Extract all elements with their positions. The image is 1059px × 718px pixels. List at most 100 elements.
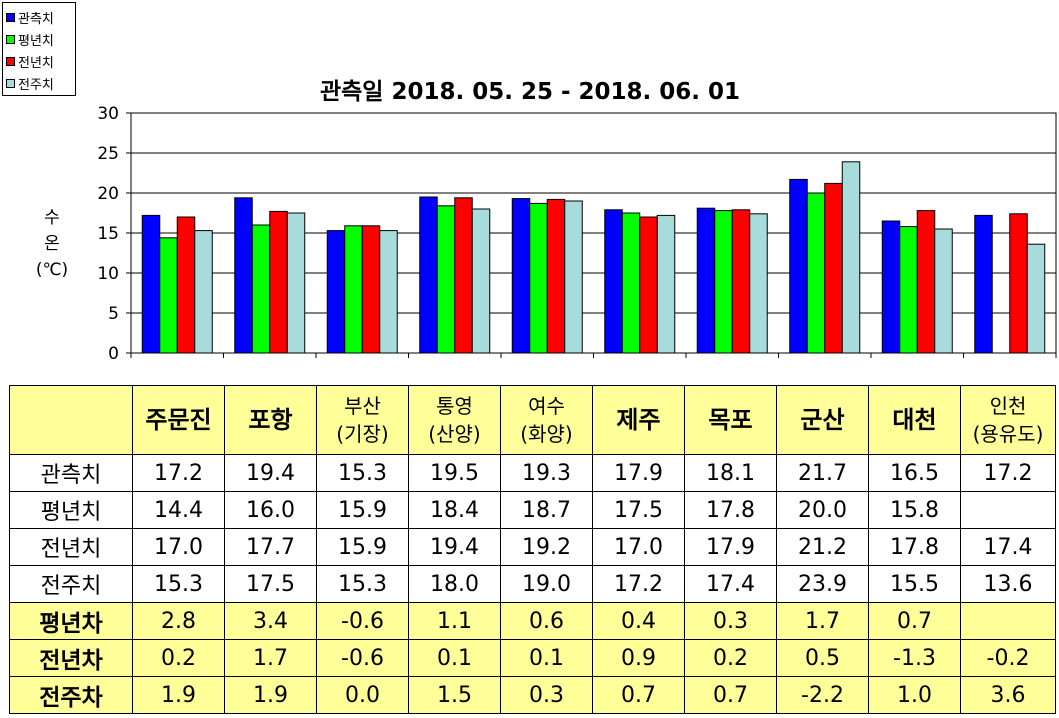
table-cell: 0.6 <box>500 602 593 640</box>
table-cell: 1.9 <box>132 676 225 714</box>
table-cell: 17.8 <box>684 491 777 529</box>
y-axis-label-line: 수 <box>44 208 60 228</box>
y-tick-label: 30 <box>97 104 119 124</box>
table-cell: 0.3 <box>684 602 777 640</box>
table-cell: 18.4 <box>408 491 501 529</box>
legend-swatch <box>6 78 15 88</box>
column-header-line1: 주문진 <box>145 406 212 434</box>
bar-6-0 <box>696 207 716 354</box>
bar-9-3 <box>1026 243 1046 354</box>
table-corner-cell <box>9 385 133 455</box>
bar-0-0 <box>141 214 161 354</box>
bar-2-0 <box>326 230 346 354</box>
column-header-line1: 부산 <box>344 394 381 418</box>
legend-label: 평년치 <box>18 33 54 49</box>
legend-swatch <box>6 56 15 66</box>
column-header: 대천 <box>868 385 961 455</box>
table-cell: 19.4 <box>224 454 317 492</box>
bar-7-0 <box>789 178 808 354</box>
column-header: 통영 (산양) <box>408 385 501 455</box>
bar-2-3 <box>379 230 398 354</box>
column-header: 군산 <box>776 385 869 455</box>
legend-label: 전년치 <box>18 55 54 71</box>
table-cell: 0.2 <box>684 639 777 677</box>
table-cell: 0.7 <box>868 602 961 640</box>
table-cell: 0.7 <box>592 676 685 714</box>
legend-item: 평년치 <box>6 28 75 50</box>
column-header-line1: 인천 <box>989 394 1027 418</box>
y-axis-label: 수 온 (℃) <box>30 205 74 283</box>
table-header-row: 주문진 포항 부산 (기장) 통영 (산양) 여수 (화양) 제주 목포 군산 대천 인천 (용유도) <box>9 385 1056 455</box>
column-header: 여수 (화양) <box>500 385 593 455</box>
table-cell: 19.5 <box>408 454 501 492</box>
bar-3-2 <box>454 197 473 354</box>
bar-3-0 <box>419 196 438 354</box>
bar-7-1 <box>806 192 826 354</box>
bar-1-2 <box>269 210 288 354</box>
bar-6-1 <box>714 210 733 354</box>
table-cell: 3.6 <box>960 676 1056 714</box>
table-cell: 15.3 <box>316 454 409 492</box>
y-axis-label-line: (℃) <box>35 260 69 280</box>
column-header-line1: 통영 <box>436 394 473 418</box>
bar-7-2 <box>824 182 843 354</box>
table-cell: 18.1 <box>684 454 777 492</box>
table-cell: 0.3 <box>500 676 593 714</box>
row-header: 평년치 <box>9 491 133 529</box>
table-cell: 0.4 <box>592 602 685 640</box>
table-cell: 0.9 <box>592 639 685 677</box>
table-cell <box>960 602 1056 640</box>
table-cell: -0.2 <box>960 639 1056 677</box>
table-cell: -0.6 <box>316 639 409 677</box>
column-header-line1: 포항 <box>248 406 293 434</box>
table-cell: 21.2 <box>776 528 869 566</box>
row-header: 전년치 <box>9 528 133 566</box>
row-header: 전주치 <box>9 565 133 603</box>
table-cell: 19.3 <box>500 454 593 492</box>
column-header-line1: 대천 <box>892 406 937 434</box>
table-cell: 13.6 <box>960 565 1056 603</box>
legend-label: 관측치 <box>18 11 54 27</box>
chart-legend: 관측치 평년치 전년치 전주치 <box>2 2 76 96</box>
bar-3-3 <box>471 208 491 354</box>
table-cell: 16.5 <box>868 454 961 492</box>
table-cell: 1.7 <box>776 602 869 640</box>
table-cell: 15.8 <box>868 491 961 529</box>
bar-7-3 <box>841 161 861 354</box>
y-tick-label: 25 <box>97 144 119 164</box>
legend-item: 전년치 <box>6 50 75 72</box>
table-cell: 15.5 <box>868 565 961 603</box>
table-row: 전년치 17.0 17.7 15.9 19.4 19.2 17.0 17.9 21.2 17.8 1… <box>9 528 1056 566</box>
column-header-line2: (화양) <box>520 422 573 446</box>
bar-5-0 <box>604 209 623 354</box>
table-cell: 1.0 <box>868 676 961 714</box>
table-cell: 21.7 <box>776 454 869 492</box>
table-cell: 17.2 <box>132 454 225 492</box>
table-cell: 0.2 <box>132 639 225 677</box>
table-cell: 3.4 <box>224 602 317 640</box>
table-cell: 14.4 <box>132 491 225 529</box>
chart-plot: 0 5 10 15 20 25 30 <box>97 104 1057 364</box>
table-cell: 0.0 <box>316 676 409 714</box>
bar-9-0 <box>974 214 993 354</box>
bar-5-2 <box>639 216 658 354</box>
table-row: 평년차 2.8 3.4 -0.6 1.1 0.6 0.4 0.3 1.7 0.7 <box>9 602 1056 640</box>
table-cell: 0.1 <box>500 639 593 677</box>
table-cell: 0.1 <box>408 639 501 677</box>
table-row: 관측치 17.2 19.4 15.3 19.5 19.3 17.9 18.1 21.7 16.5 1… <box>9 454 1056 492</box>
y-tick-label: 15 <box>97 224 119 244</box>
table-cell: 15.3 <box>316 565 409 603</box>
bar-8-2 <box>916 210 936 354</box>
table-cell: 17.0 <box>592 528 685 566</box>
column-header-line2: (기장) <box>336 422 389 446</box>
bar-4-2 <box>546 198 566 354</box>
row-header: 평년차 <box>9 602 133 640</box>
column-header: 포항 <box>224 385 317 455</box>
bar-5-3 <box>656 214 676 354</box>
bar-1-0 <box>234 197 253 354</box>
bar-0-3 <box>194 230 213 354</box>
table-cell: -0.6 <box>316 602 409 640</box>
table-row: 전주차 1.9 1.9 0.0 1.5 0.3 0.7 0.7 -2.2 1.0 3.6 <box>9 676 1056 714</box>
column-header: 목포 <box>684 385 777 455</box>
bar-4-3 <box>564 200 583 354</box>
